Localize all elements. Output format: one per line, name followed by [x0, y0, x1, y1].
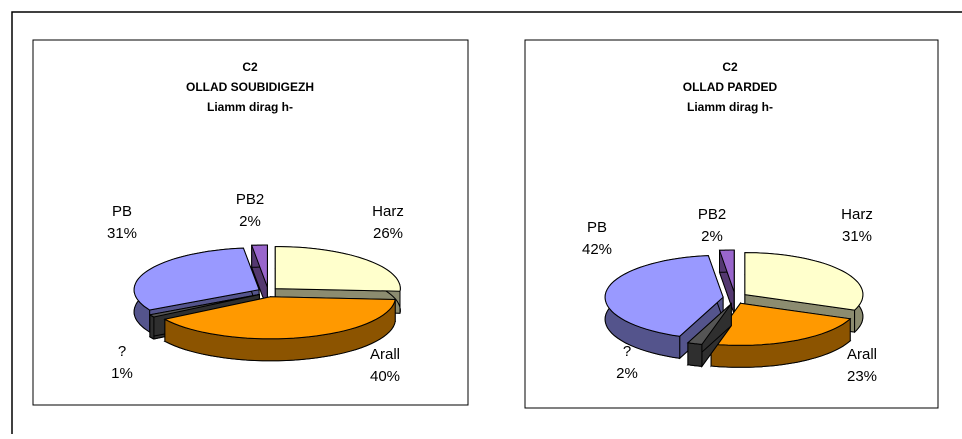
slice-label: Arall	[847, 346, 877, 363]
slice-label: PB	[112, 203, 132, 220]
chart-title: Liamm dirag h-	[207, 100, 293, 114]
slice-label: PB2	[236, 191, 264, 208]
pie-slice	[604, 255, 724, 360]
slice-side	[149, 313, 155, 340]
slice-label: ?	[623, 343, 631, 360]
pie-slice	[718, 249, 735, 315]
slice-top	[604, 255, 724, 337]
chart-title: OLLAD PARDED	[683, 80, 778, 94]
slice-label: PB2	[698, 206, 726, 223]
slice-value-label: 31%	[842, 228, 872, 245]
chart-title: C2	[722, 60, 738, 74]
slice-label: PB	[587, 219, 607, 236]
slice-top	[163, 296, 396, 340]
slice-top	[686, 303, 732, 345]
slice-value-label: 31%	[107, 225, 137, 242]
slice-value-label: 2%	[239, 213, 261, 230]
slice-value-label: 42%	[582, 241, 612, 258]
chart-title: C2	[242, 60, 258, 74]
pie-slice	[163, 296, 396, 362]
slice-value-label: 2%	[616, 365, 638, 382]
chart-title: OLLAD SOUBIDIGEZH	[186, 80, 314, 94]
slice-top	[274, 246, 401, 292]
slice-top	[133, 247, 260, 311]
slice-value-label: 2%	[701, 228, 723, 245]
pie-slice	[710, 301, 852, 368]
slice-label: ?	[118, 343, 126, 360]
slice-value-label: 40%	[370, 368, 400, 385]
slice-top	[148, 294, 260, 318]
slice-top	[710, 302, 852, 346]
pie-slice	[133, 247, 260, 333]
slice-value-label: 26%	[373, 225, 403, 242]
slice-value-label: 23%	[847, 368, 877, 385]
slice-top	[250, 244, 268, 288]
slice-label: Arall	[370, 346, 400, 363]
slice-value-label: 1%	[111, 365, 133, 382]
pie-slice	[686, 302, 732, 368]
slice-label: Harz	[372, 203, 404, 220]
slice-label: Harz	[841, 206, 873, 223]
chart-title: Liamm dirag h-	[687, 100, 773, 114]
slice-side	[687, 342, 703, 367]
slice-top	[744, 252, 864, 311]
slice-top	[718, 249, 735, 293]
